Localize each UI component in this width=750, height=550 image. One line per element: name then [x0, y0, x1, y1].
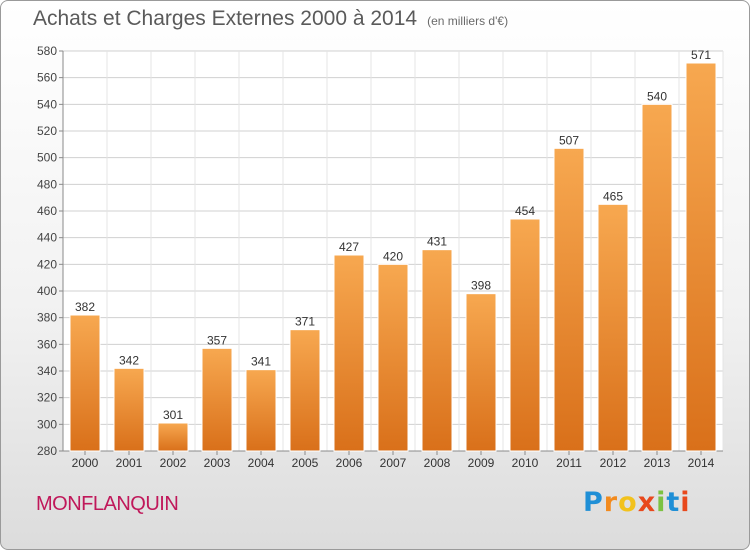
- x-tick-label-2006: 2006: [336, 456, 363, 470]
- bar-2002: [157, 422, 189, 452]
- data-label-2012: 465: [603, 189, 623, 203]
- x-tick-label-2007: 2007: [380, 456, 407, 470]
- bar-2007: [377, 263, 409, 452]
- bar-2004: [245, 369, 277, 452]
- bar-2009: [465, 293, 497, 452]
- bar-2008: [421, 249, 453, 452]
- y-tick-label: 380: [37, 311, 57, 325]
- x-tick-label-2012: 2012: [600, 456, 627, 470]
- x-tick-label-2001: 2001: [116, 456, 143, 470]
- bar-2014: [685, 62, 717, 452]
- y-tick-label: 560: [37, 71, 57, 85]
- data-label-2007: 420: [383, 249, 403, 263]
- title-text: Achats et Charges Externes 2000 à 2014: [33, 7, 418, 30]
- bar-2005: [289, 329, 321, 452]
- x-tick-label-2002: 2002: [160, 456, 187, 470]
- y-tick-label: 440: [37, 231, 57, 245]
- data-label-2010: 454: [515, 204, 535, 218]
- data-label-2003: 357: [207, 333, 227, 347]
- data-label-2001: 342: [119, 353, 139, 367]
- data-label-2006: 427: [339, 240, 359, 254]
- y-tick-label: 360: [37, 337, 57, 351]
- data-label-2002: 301: [163, 408, 183, 422]
- proxiti-logo: Proxiti: [583, 487, 691, 518]
- y-tick-label: 280: [37, 444, 57, 458]
- data-label-2013: 540: [647, 89, 667, 103]
- y-tick-label: 520: [37, 124, 57, 138]
- bar-2000: [69, 314, 101, 452]
- data-label-2005: 371: [295, 315, 315, 329]
- bar-2010: [509, 218, 541, 452]
- city-name: MONFLANQUIN: [36, 493, 179, 515]
- data-label-2014: 571: [691, 48, 711, 62]
- y-tick-label: 400: [37, 284, 57, 298]
- y-tick-label: 580: [37, 44, 57, 58]
- x-tick-label-2014: 2014: [688, 456, 715, 470]
- chart-subtitle: (en milliers d'€): [427, 14, 509, 28]
- y-tick-label: 320: [37, 391, 57, 405]
- x-tick-label-2005: 2005: [292, 456, 319, 470]
- y-tick-label: 480: [37, 177, 57, 191]
- y-tick-label: 540: [37, 97, 57, 111]
- bar-2003: [201, 347, 233, 452]
- y-tick-label: 420: [37, 257, 57, 271]
- x-tick-label-2013: 2013: [644, 456, 671, 470]
- y-tick-label: 460: [37, 204, 57, 218]
- x-tick-label-2010: 2010: [512, 456, 539, 470]
- x-tick-label-2000: 2000: [72, 456, 99, 470]
- bar-2011: [553, 147, 585, 452]
- x-tick-label-2003: 2003: [204, 456, 231, 470]
- data-label-2008: 431: [427, 235, 447, 249]
- bar-2006: [333, 254, 365, 452]
- bar-2001: [113, 367, 145, 452]
- x-tick-label-2009: 2009: [468, 456, 495, 470]
- y-tick-label: 340: [37, 364, 57, 378]
- x-tick-label-2008: 2008: [424, 456, 451, 470]
- data-label-2011: 507: [559, 133, 579, 147]
- data-label-2004: 341: [251, 355, 271, 369]
- bar-2012: [597, 203, 629, 452]
- y-tick-label: 300: [37, 417, 57, 431]
- chart-title: Achats et Charges Externes 2000 à 2014 (e…: [33, 7, 508, 31]
- y-tick-label: 500: [37, 151, 57, 165]
- x-tick-label-2004: 2004: [248, 456, 275, 470]
- x-tick-label-2011: 2011: [556, 456, 582, 470]
- data-label-2000: 382: [75, 300, 95, 314]
- bar-2013: [641, 103, 673, 452]
- data-label-2009: 398: [471, 279, 491, 293]
